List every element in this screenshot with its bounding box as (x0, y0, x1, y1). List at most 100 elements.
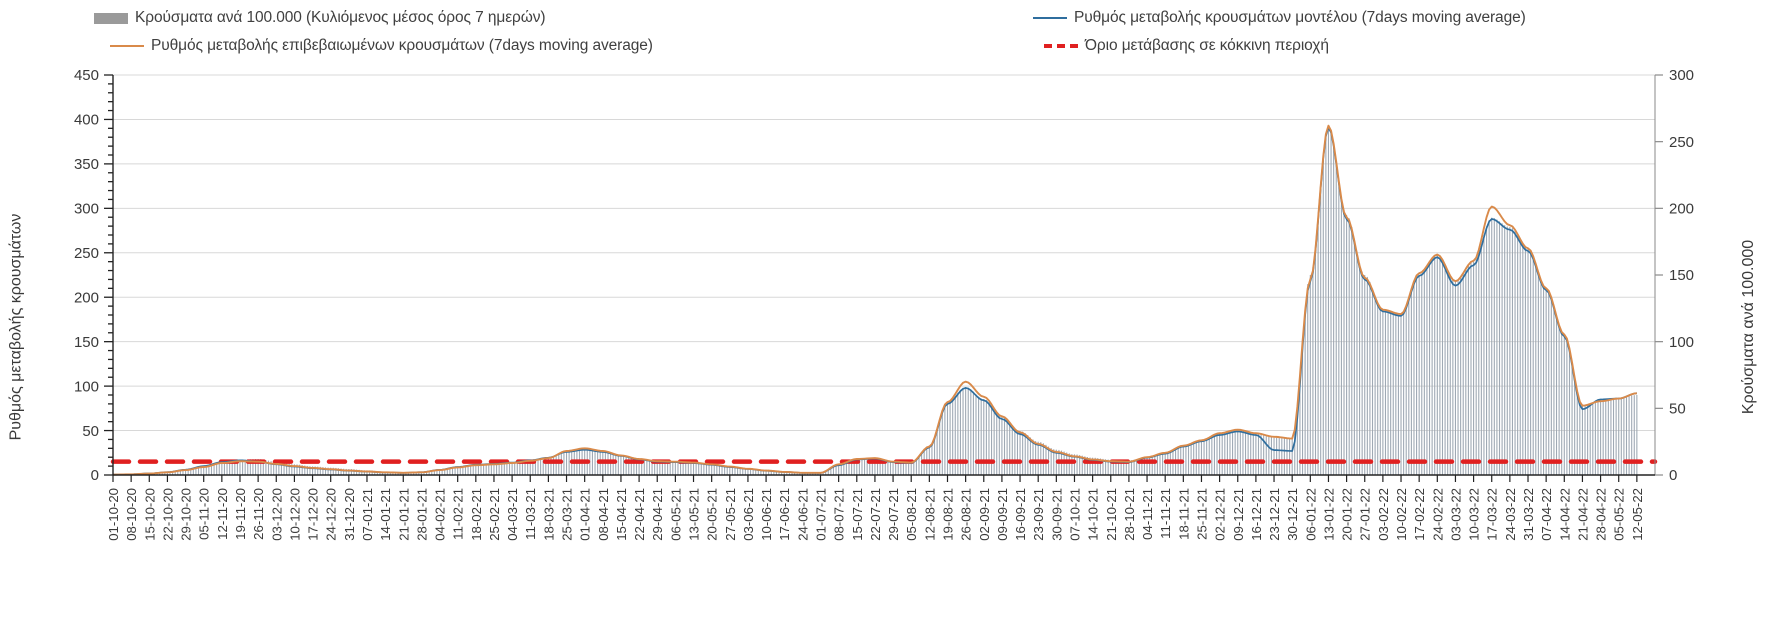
svg-text:22-07-21: 22-07-21 (868, 488, 883, 541)
svg-text:25-02-21: 25-02-21 (487, 488, 502, 541)
svg-text:05-11-20: 05-11-20 (197, 488, 212, 540)
svg-text:10-12-20: 10-12-20 (287, 488, 302, 541)
svg-text:400: 400 (74, 112, 99, 129)
confirmed-rate-line (112, 124, 1637, 476)
svg-text:14-04-22: 14-04-22 (1557, 488, 1572, 541)
bar-series (115, 125, 1638, 476)
svg-text:24-12-20: 24-12-20 (324, 488, 339, 541)
svg-text:27-01-22: 27-01-22 (1358, 488, 1373, 541)
svg-text:07-04-22: 07-04-22 (1539, 488, 1554, 541)
svg-text:21-01-21: 21-01-21 (396, 488, 411, 541)
svg-text:450: 450 (74, 67, 99, 84)
svg-text:12-11-20: 12-11-20 (215, 488, 230, 540)
svg-text:11-02-21: 11-02-21 (451, 488, 466, 540)
svg-text:18-11-21: 18-11-21 (1176, 488, 1191, 540)
svg-text:22-10-20: 22-10-20 (160, 488, 175, 541)
svg-text:10-03-22: 10-03-22 (1467, 488, 1482, 541)
svg-text:25-11-21: 25-11-21 (1195, 488, 1210, 540)
svg-text:18-02-21: 18-02-21 (469, 488, 484, 541)
svg-text:50: 50 (1669, 401, 1686, 418)
x-axis-ticks: 01-10-20 08-10-20 15-10-20 22-10-20 29-10-20… (106, 475, 1645, 541)
svg-text:22-04-21: 22-04-21 (632, 488, 647, 541)
svg-text:01-10-20: 01-10-20 (106, 488, 121, 541)
svg-text:21-04-22: 21-04-22 (1575, 488, 1590, 541)
svg-text:03-02-22: 03-02-22 (1376, 488, 1391, 541)
svg-text:0: 0 (91, 467, 99, 484)
grid-lines (113, 74, 1655, 476)
svg-text:24-06-21: 24-06-21 (795, 488, 810, 541)
svg-text:13-01-22: 13-01-22 (1322, 488, 1337, 541)
svg-text:07-01-21: 07-01-21 (360, 488, 375, 541)
svg-text:23-09-21: 23-09-21 (1031, 488, 1046, 541)
legend-item-confirmed-rate: Ρυθμός μεταβολής επιβεβαιωμένων κρουσμάτ… (110, 37, 653, 55)
svg-text:14-10-21: 14-10-21 (1086, 488, 1101, 541)
svg-text:11-11-21: 11-11-21 (1158, 488, 1173, 539)
svg-text:01-07-21: 01-07-21 (814, 488, 829, 541)
svg-text:50: 50 (82, 423, 99, 440)
svg-text:13-05-21: 13-05-21 (687, 488, 702, 541)
y-axis-right-ticks: 0 50 100 150 200 250 300 (1655, 67, 1694, 484)
legend-item-cases-bars: Κρούσματα ανά 100.000 (Κυλιόμενος μέσος … (94, 9, 546, 27)
svg-text:23-12-21: 23-12-21 (1267, 488, 1282, 541)
chart-canvas: 0 50 100 150 200 250 300 350 400 450 0 50 100 150 200… (74, 67, 1694, 541)
svg-text:14-01-21: 14-01-21 (378, 488, 393, 541)
svg-text:200: 200 (74, 289, 99, 306)
svg-text:05-08-21: 05-08-21 (904, 488, 919, 541)
svg-text:21-10-21: 21-10-21 (1104, 488, 1119, 541)
legend-label-threshold: Όριο μετάβασης σε κόκκινη περιοχή (1085, 37, 1329, 54)
svg-text:15-04-21: 15-04-21 (614, 488, 629, 541)
svg-text:300: 300 (1669, 67, 1694, 84)
svg-text:06-05-21: 06-05-21 (668, 488, 683, 541)
svg-text:19-11-20: 19-11-20 (233, 488, 248, 540)
svg-text:150: 150 (74, 334, 99, 351)
legend-label-cases-bars: Κρούσματα ανά 100.000 (Κυλιόμενος μέσος … (135, 9, 546, 26)
legend-item-threshold: Όριο μετάβασης σε κόκκινη περιοχή (1044, 37, 1329, 55)
legend-label-confirmed-rate: Ρυθμός μεταβολής επιβεβαιωμένων κρουσμάτ… (151, 37, 653, 54)
svg-text:17-12-20: 17-12-20 (306, 488, 321, 541)
svg-text:03-03-22: 03-03-22 (1448, 488, 1463, 541)
svg-text:29-07-21: 29-07-21 (886, 488, 901, 541)
y-axis-left-ticks: 0 50 100 150 200 250 300 350 400 450 (74, 67, 113, 484)
svg-text:11-03-21: 11-03-21 (523, 488, 538, 540)
svg-text:01-04-21: 01-04-21 (578, 488, 593, 541)
svg-text:26-11-20: 26-11-20 (251, 488, 266, 540)
svg-text:0: 0 (1669, 467, 1677, 484)
line-swatch-orange-icon (110, 45, 144, 47)
svg-text:05-05-22: 05-05-22 (1612, 488, 1627, 541)
svg-text:18-03-21: 18-03-21 (541, 488, 556, 541)
svg-text:07-10-21: 07-10-21 (1068, 488, 1083, 541)
svg-text:28-04-22: 28-04-22 (1594, 488, 1609, 541)
svg-text:16-09-21: 16-09-21 (1013, 488, 1028, 541)
svg-text:08-10-20: 08-10-20 (124, 488, 139, 541)
legend-item-model-rate: Ρυθμός μεταβολής κρουσμάτων μοντέλου (7d… (1033, 9, 1526, 27)
svg-text:20-05-21: 20-05-21 (705, 488, 720, 541)
svg-text:27-05-21: 27-05-21 (723, 488, 738, 541)
svg-text:15-10-20: 15-10-20 (142, 488, 157, 541)
svg-text:12-05-22: 12-05-22 (1630, 488, 1645, 541)
svg-text:30-09-21: 30-09-21 (1049, 488, 1064, 541)
svg-text:31-12-20: 31-12-20 (342, 488, 357, 541)
svg-text:20-01-22: 20-01-22 (1340, 488, 1355, 541)
svg-text:10-06-21: 10-06-21 (759, 488, 774, 541)
svg-text:17-03-22: 17-03-22 (1485, 488, 1500, 541)
svg-text:29-10-20: 29-10-20 (179, 488, 194, 541)
svg-text:04-02-21: 04-02-21 (433, 488, 448, 541)
svg-text:28-10-21: 28-10-21 (1122, 488, 1137, 541)
axis-frame (112, 75, 1656, 476)
svg-text:31-03-22: 31-03-22 (1521, 488, 1536, 541)
svg-text:02-12-21: 02-12-21 (1213, 488, 1228, 541)
line-swatch-icon (1033, 17, 1067, 19)
svg-text:30-12-21: 30-12-21 (1285, 488, 1300, 541)
dashed-line-swatch-icon (1044, 44, 1078, 48)
svg-text:04-11-21: 04-11-21 (1140, 488, 1155, 540)
svg-text:02-09-21: 02-09-21 (977, 488, 992, 541)
svg-text:09-12-21: 09-12-21 (1231, 488, 1246, 541)
svg-text:09-09-21: 09-09-21 (995, 488, 1010, 541)
svg-text:100: 100 (1669, 334, 1694, 351)
svg-text:08-07-21: 08-07-21 (832, 488, 847, 541)
svg-text:150: 150 (1669, 267, 1694, 284)
svg-text:17-06-21: 17-06-21 (777, 488, 792, 541)
svg-text:04-03-21: 04-03-21 (505, 488, 520, 541)
svg-text:08-04-21: 08-04-21 (596, 488, 611, 541)
svg-text:350: 350 (74, 156, 99, 173)
